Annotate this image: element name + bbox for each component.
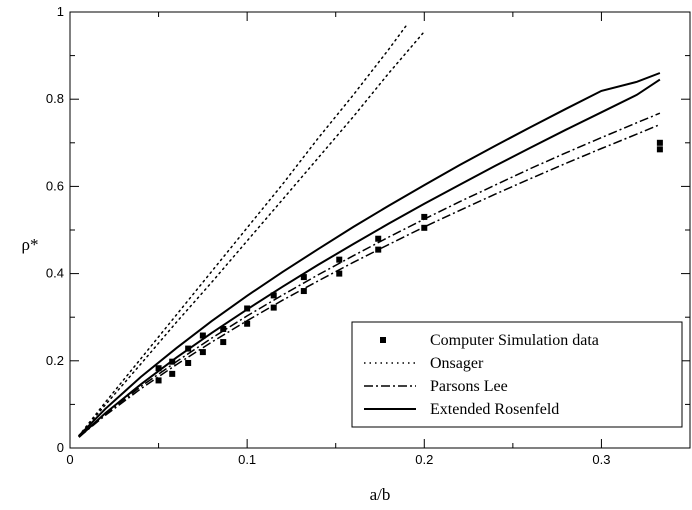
x-tick-label: 0 [66, 452, 73, 467]
legend-label-computer-simulation-data: Computer Simulation data [430, 332, 599, 349]
data-point [421, 224, 428, 231]
onsager-line-2 [78, 24, 408, 437]
data-point [375, 235, 382, 242]
data-point [199, 332, 206, 339]
y-tick-label: 0.6 [46, 178, 64, 193]
y-tick-label: 0.2 [46, 353, 64, 368]
y-axis-title: ρ* [22, 235, 39, 254]
data-point [336, 256, 343, 263]
data-point [199, 349, 206, 356]
x-tick-label: 0.2 [415, 452, 433, 467]
parsons-lee-line-1 [78, 123, 661, 438]
data-point [244, 320, 251, 327]
data-point [220, 325, 227, 332]
onsager-line-1 [78, 30, 426, 437]
data-point [270, 292, 277, 299]
data-point [656, 139, 663, 146]
legend-label-onsager: Onsager [430, 355, 484, 372]
series-layer [78, 24, 663, 438]
extended-rosenfeld-line-2 [78, 72, 661, 437]
data-point [155, 365, 162, 372]
data-point [220, 339, 227, 346]
x-tick-label: 0.1 [238, 452, 256, 467]
legend-swatch-computer-simulation-data [380, 337, 386, 343]
y-tick-label: 0.4 [46, 266, 64, 281]
parsons-lee-line-2 [78, 112, 661, 438]
data-point [185, 359, 192, 366]
data-point [336, 270, 343, 277]
data-point [421, 213, 428, 220]
extended-rosenfeld-line-1 [78, 78, 661, 438]
legend-label-parsons-lee: Parsons Lee [430, 378, 508, 395]
data-point [155, 377, 162, 384]
x-axis-title: a/b [370, 485, 391, 504]
plot-area: 0 0.1 0.2 0.3 0 0.2 0.4 0.6 0.8 1 [46, 4, 691, 467]
data-point [300, 288, 307, 295]
legend-label-extended-rosenfeld: Extended Rosenfeld [430, 401, 559, 418]
ticks-layer: 0 0.1 0.2 0.3 0 0.2 0.4 0.6 0.8 1 [46, 4, 690, 467]
data-point [656, 146, 663, 153]
y-tick-label: 0.8 [46, 91, 64, 106]
legend: Computer Simulation data Onsager Parsons L… [351, 321, 683, 428]
data-point [270, 304, 277, 311]
y-tick-label: 1 [57, 4, 64, 19]
x-tick-label: 0.3 [592, 452, 610, 467]
data-point [300, 274, 307, 281]
data-point [169, 370, 176, 377]
y-tick-label: 0 [57, 440, 64, 455]
